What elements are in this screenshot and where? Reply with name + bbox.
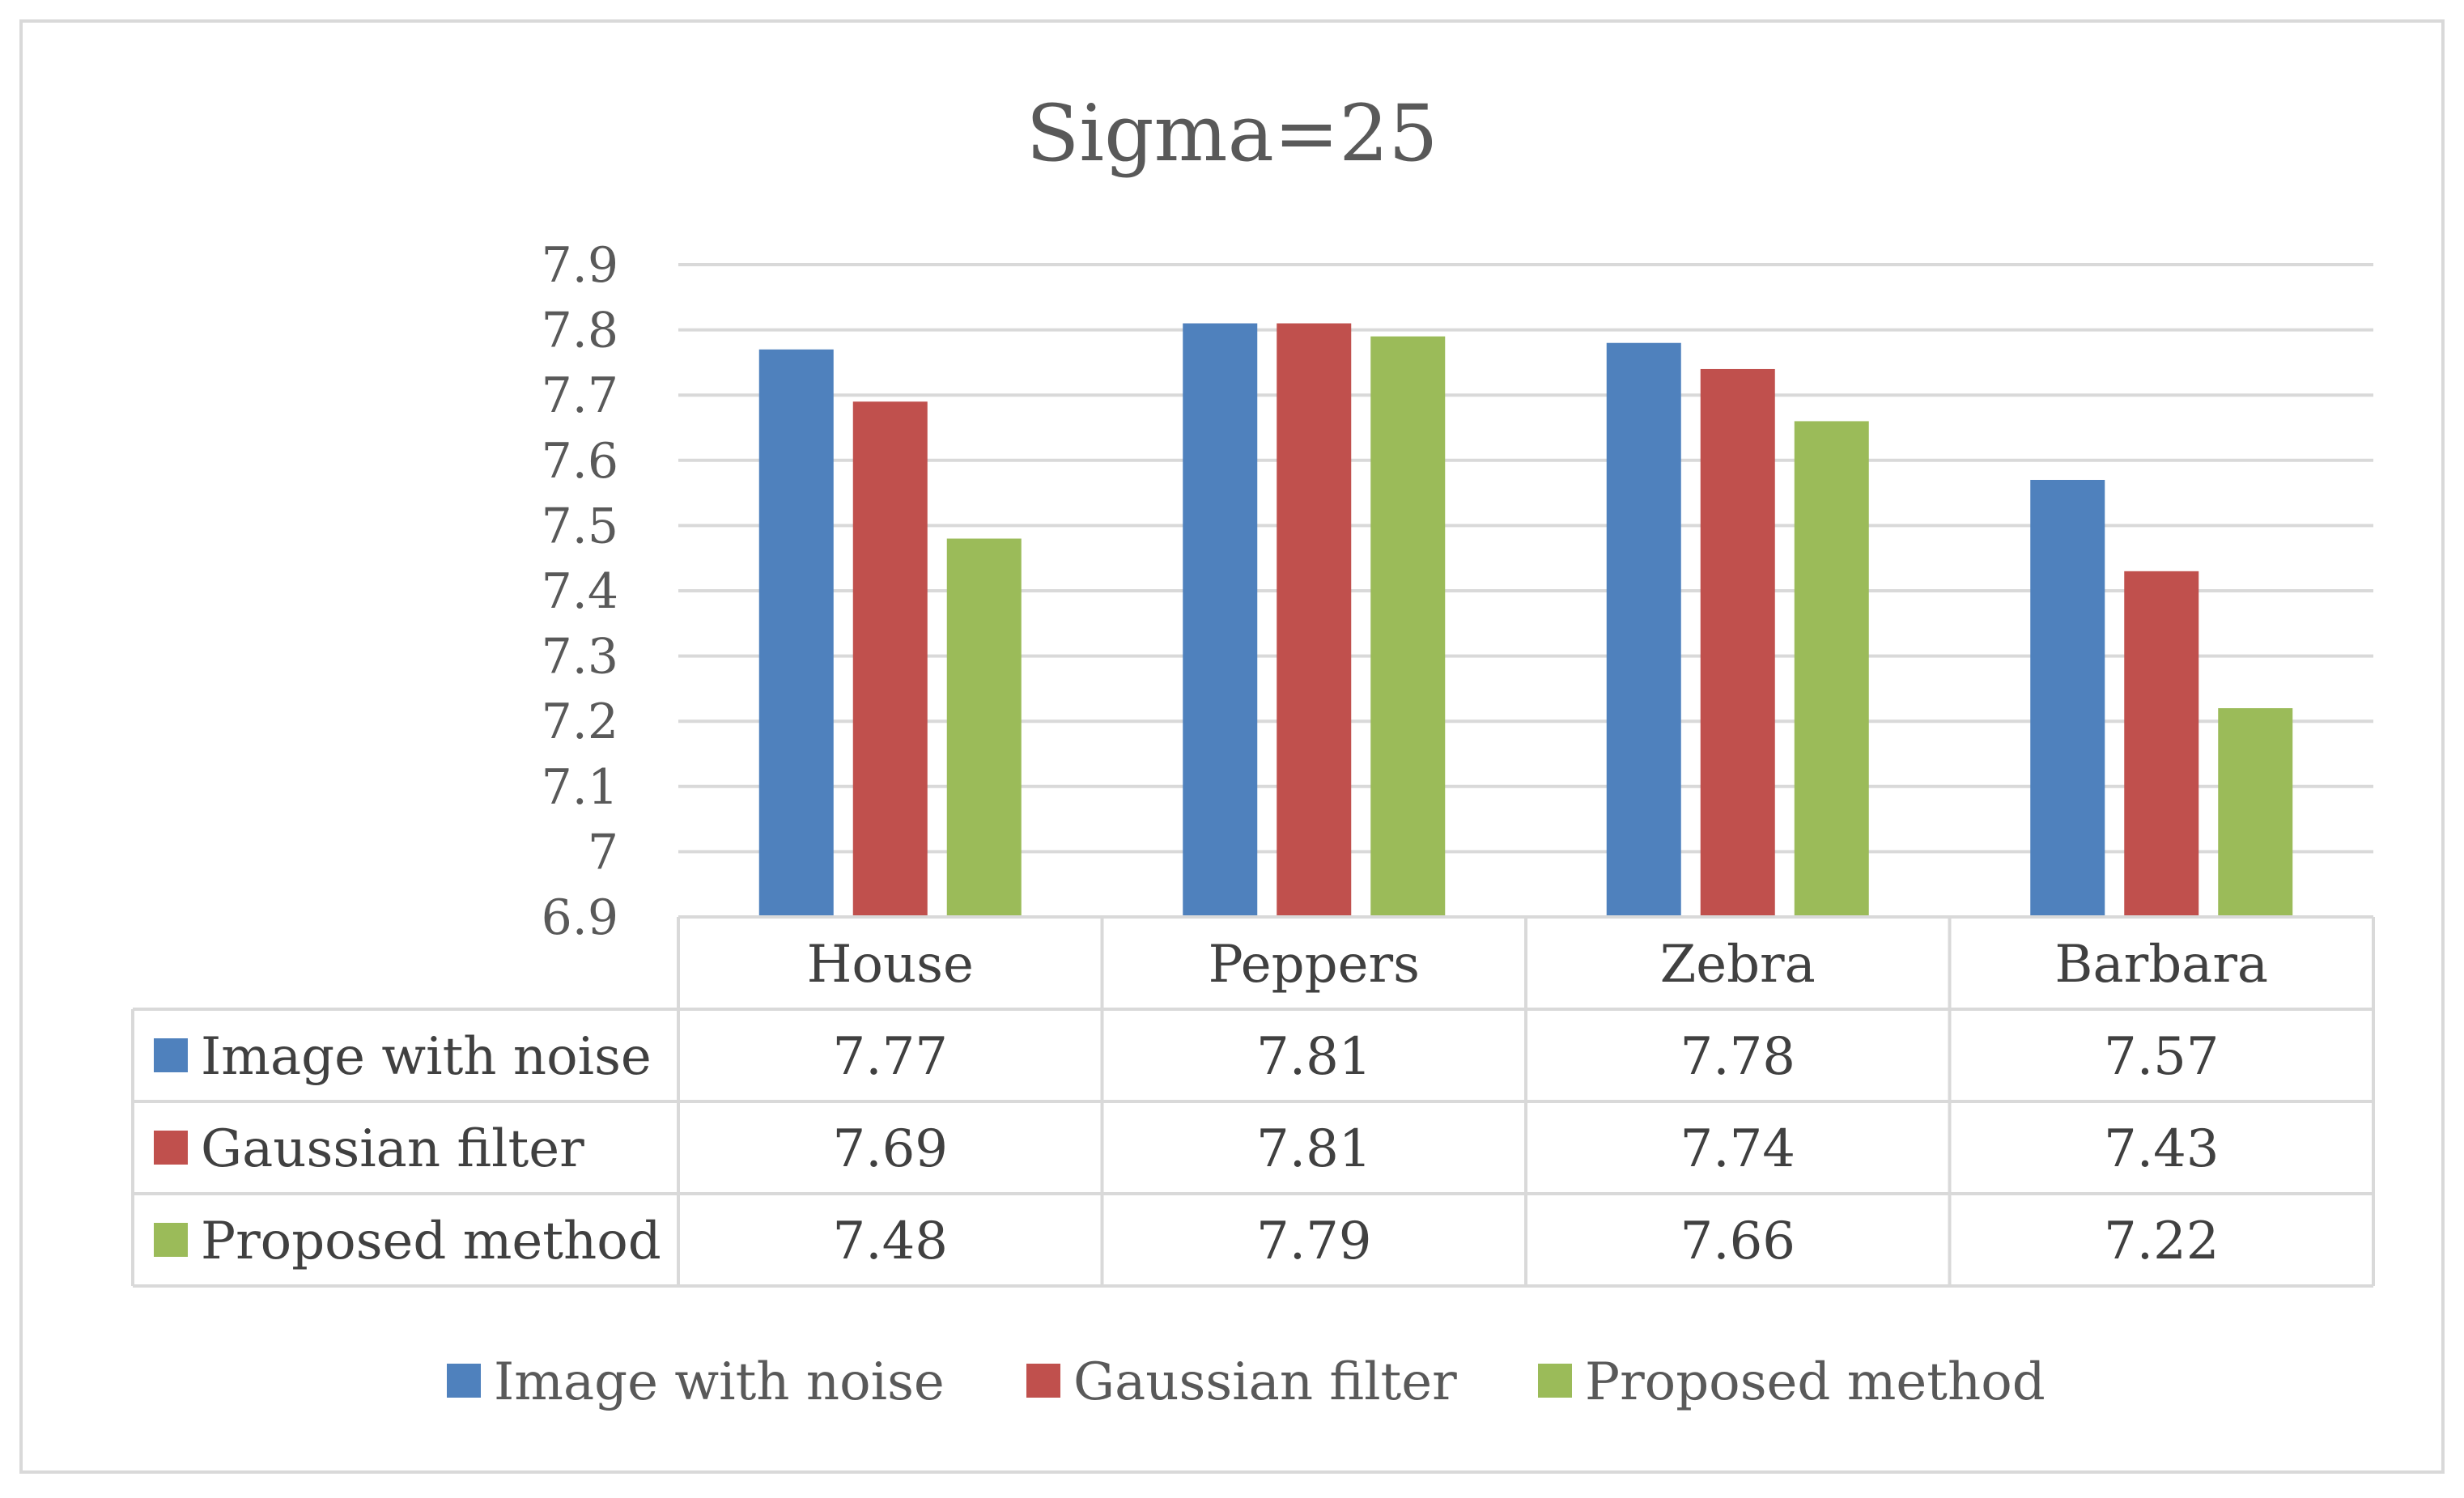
data-label: 7.77 [833,1027,949,1087]
legend-label: Gaussian filter [1073,1352,1457,1412]
data-label: 7.74 [1680,1119,1796,1179]
y-tick-label: 6.9 [542,889,618,946]
bar-2-2 [1794,421,1869,917]
bar-2-3 [2218,708,2293,917]
table-series-name: Proposed method [201,1212,661,1271]
data-label: 7.81 [1256,1027,1372,1087]
bar-1-0 [852,401,928,917]
legend-label: Proposed method [1585,1352,2046,1412]
table-series-name: Gaussian filter [201,1119,584,1179]
data-label: 7.22 [2104,1212,2220,1271]
y-tick-label: 7.6 [542,433,618,490]
bar-1-3 [2124,571,2199,917]
bar-0-2 [1606,342,1681,918]
data-label: 7.78 [1680,1027,1796,1087]
category-label: House [807,935,974,995]
data-label: 7.81 [1256,1119,1372,1179]
y-tick-label: 7.2 [542,694,618,750]
y-tick-label: 7.1 [542,759,618,816]
legend-label: Image with noise [494,1352,945,1412]
y-tick-label: 7.5 [542,498,618,554]
bar-1-2 [1700,368,1775,918]
y-tick-label: 7 [588,824,618,881]
data-label: 7.69 [833,1119,949,1179]
data-label: 7.48 [833,1212,949,1271]
y-tick-label: 7.8 [542,303,618,359]
category-label: Barbara [2054,935,2268,995]
table-legend-key [154,1038,188,1072]
bar-2-1 [1370,336,1446,917]
category-label: Peppers [1209,935,1420,995]
legend-key [447,1364,481,1398]
legend-key [1538,1364,1572,1398]
table-legend-key [154,1131,188,1165]
data-label: 7.66 [1680,1212,1796,1271]
y-tick-label: 7.3 [542,629,618,685]
data-label: 7.57 [2104,1027,2220,1087]
category-label: Zebra [1660,935,1816,995]
bar-1-1 [1277,323,1352,917]
bar-0-3 [2030,479,2105,917]
bar-2-0 [946,538,1022,917]
bar-0-0 [758,349,834,917]
y-tick-label: 7.4 [542,563,618,620]
data-label: 7.79 [1256,1212,1372,1271]
chart-title: Sigma=25 [1026,88,1438,179]
data-label: 7.43 [2104,1119,2220,1179]
legend-key [1026,1364,1060,1398]
table-series-name: Image with noise [201,1027,652,1087]
y-tick-label: 7.9 [542,237,618,294]
y-tick-label: 7.7 [542,367,618,424]
bar-0-1 [1183,323,1258,917]
table-legend-key [154,1223,188,1257]
